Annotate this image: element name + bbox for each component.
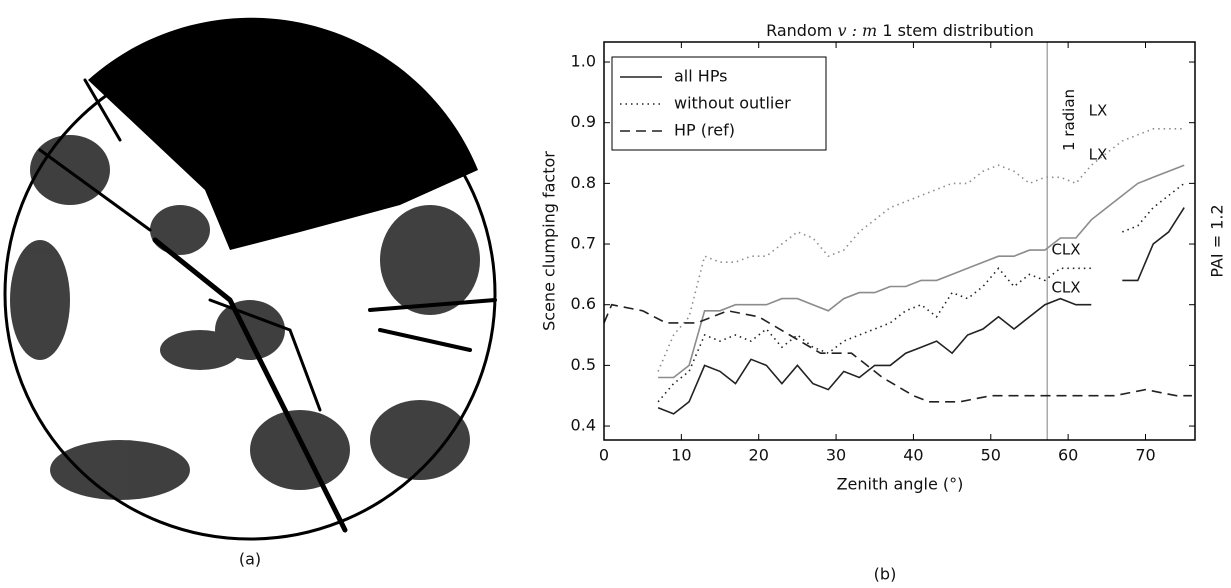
x-tick-label: 20 (749, 446, 769, 465)
y-tick-label: 0.8 (571, 173, 596, 192)
legend-label: HP (ref) (674, 121, 735, 140)
x-tick-label: 70 (1135, 446, 1155, 465)
y-tick-label: 0.6 (571, 294, 596, 313)
legend: all HPs without outlier HP (ref) (611, 56, 827, 151)
caption: (a) (239, 550, 261, 569)
x-tick-label: 40 (903, 446, 923, 465)
chart-title: Random v : m 1 stem distribution (766, 21, 1034, 40)
y-tick-label: 0.9 (571, 112, 596, 131)
x-tick-label: 0 (599, 446, 609, 465)
x-tick-label: 60 (1058, 446, 1078, 465)
x-axis-label: Zenith angle (°) (837, 475, 964, 494)
legend-label: all HPs (674, 67, 728, 86)
y-tick-label: 1.0 (571, 52, 596, 71)
y-axis-label: Scene clumping factor (540, 151, 559, 331)
line-label: CLX (1051, 241, 1080, 259)
line-label: LX (1089, 102, 1108, 120)
x-tick-label: 50 (981, 446, 1001, 465)
data-line (657, 207, 1185, 415)
line-label: CLX (1051, 279, 1080, 297)
reference-label: 1 radian (1060, 89, 1078, 151)
y-tick-label: 0.4 (571, 416, 596, 435)
legend-label: without outlier (674, 94, 791, 113)
data-line (657, 182, 1185, 403)
caption: (b) (874, 565, 897, 584)
plot-frame (603, 41, 1196, 441)
line-label: LX (1089, 146, 1108, 164)
x-tick-label: 10 (671, 446, 691, 465)
data-line (658, 164, 1185, 379)
data-line (657, 128, 1185, 372)
fisheye-photo (3, 17, 497, 541)
x-tick-label: 30 (826, 446, 846, 465)
y-tick-label: 0.7 (571, 234, 596, 253)
side-label: PAI = 1.2 (1208, 204, 1227, 277)
y-tick-label: 0.5 (571, 355, 596, 374)
